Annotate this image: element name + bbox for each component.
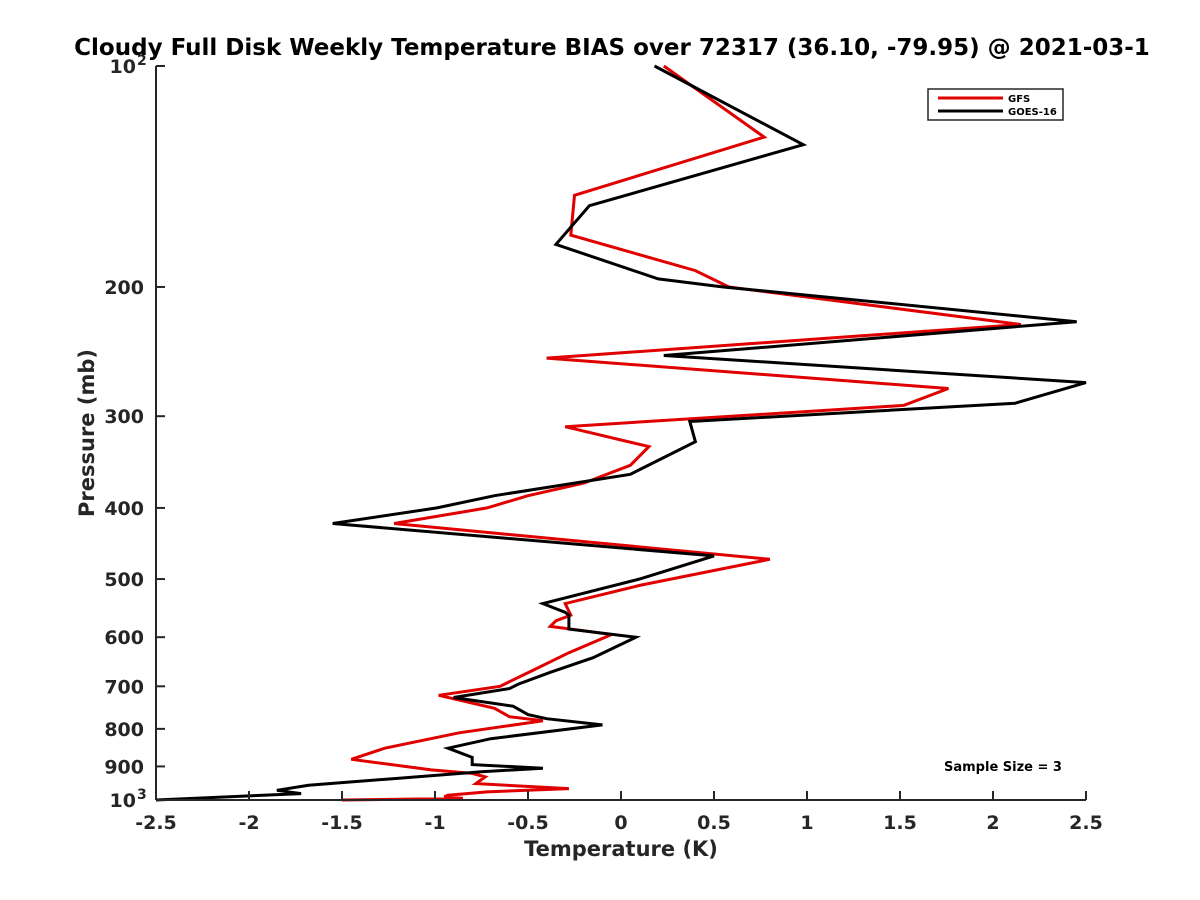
sample-size-annotation: Sample Size = 3 (944, 760, 1062, 775)
series-line-goes-16 (155, 64, 1087, 802)
y-tick-label: 700 (104, 676, 144, 698)
y-tick-exponent: 2 (137, 53, 147, 69)
series-line-gfs (341, 64, 1022, 802)
x-axis-ticks: -2.5 -2 -1.5 -1 -0.5 0 0.5 1 1.5 2 2.5 (135, 791, 1103, 834)
x-tick-label: 1 (800, 812, 813, 834)
legend-entry-label: GFS (1008, 94, 1030, 105)
x-tick-label: 2.5 (1069, 812, 1103, 834)
x-tick-label: -0.5 (507, 812, 549, 834)
y-tick-label: 500 (104, 569, 144, 591)
y-tick-label: 300 (104, 406, 144, 428)
y-tick-label: 600 (104, 627, 144, 649)
x-tick-label: -2.5 (135, 812, 177, 834)
x-tick-label: -1 (424, 812, 445, 834)
x-tick-label: 0.5 (697, 812, 731, 834)
y-tick-label: 10 (110, 56, 136, 78)
x-tick-label: 0 (614, 812, 627, 834)
x-tick-label: -1.5 (321, 812, 363, 834)
y-tick-label: 200 (104, 277, 144, 299)
y-axis-label: Pressure (mb) (75, 349, 99, 517)
chart-title: Cloudy Full Disk Weekly Temperature BIAS… (74, 35, 1150, 61)
legend: GFS GOES-16 (927, 88, 1064, 121)
x-tick-label: -2 (238, 812, 259, 834)
x-tick-label: 1.5 (883, 812, 917, 834)
y-tick-label: 900 (104, 756, 144, 778)
y-tick-label: 10 (110, 790, 136, 812)
plot-lines (155, 64, 1087, 802)
legend-box (927, 88, 1064, 121)
x-tick-label: 2 (986, 812, 999, 834)
y-tick-exponent: 3 (137, 787, 147, 803)
y-tick-label: 400 (104, 498, 144, 520)
legend-entry-label: GOES-16 (1008, 107, 1057, 118)
y-tick-label: 800 (104, 719, 144, 741)
x-axis-label: Temperature (K) (524, 837, 718, 861)
